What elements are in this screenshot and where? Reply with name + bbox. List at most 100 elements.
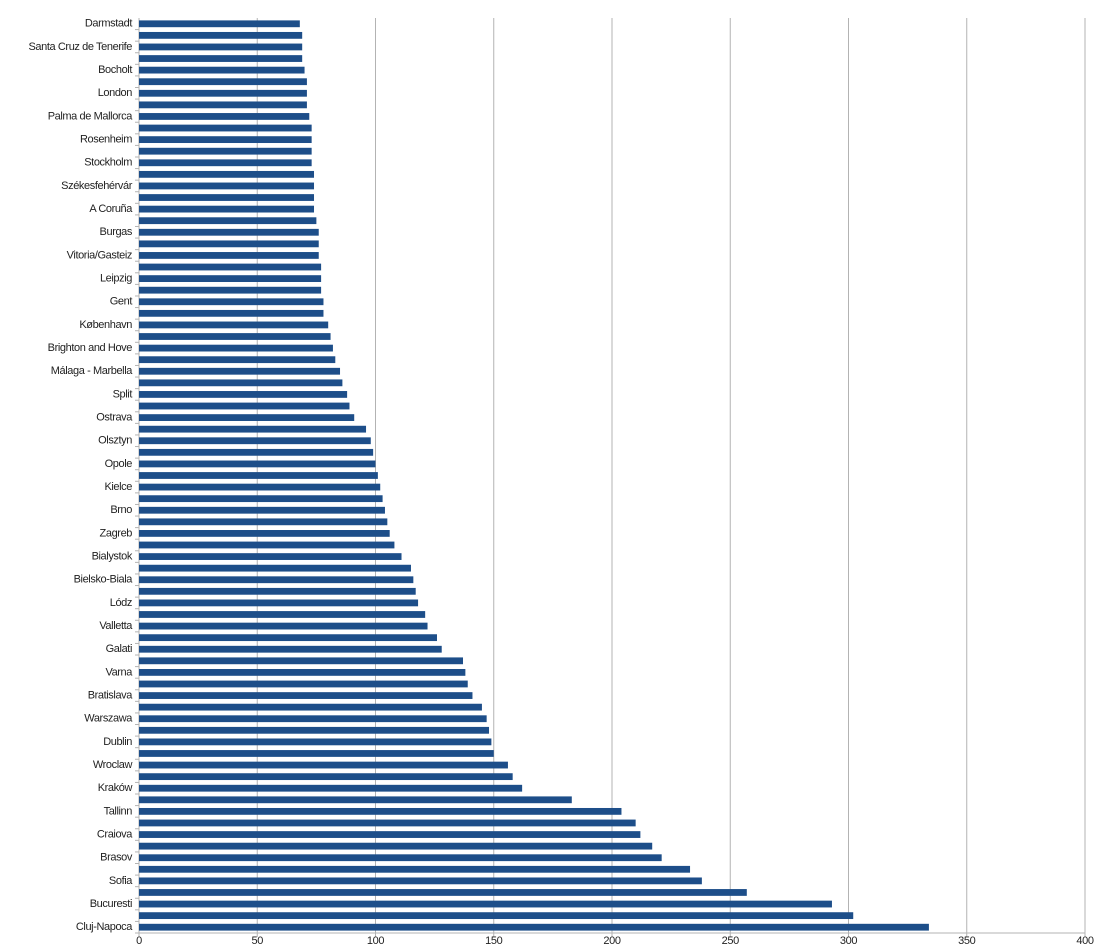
x-tick-label: 200 (603, 935, 620, 946)
y-tick-label: Zagreb (100, 527, 133, 539)
y-tick-label: Split (113, 388, 133, 400)
y-tick-label: Bratislava (88, 689, 134, 701)
bar (139, 344, 333, 352)
bar (139, 553, 402, 560)
bar (139, 750, 494, 757)
bar (139, 321, 329, 329)
y-tick-label: Brno (110, 504, 132, 516)
bar (139, 124, 312, 132)
x-tick-label: 300 (840, 935, 857, 946)
bar (139, 252, 319, 259)
y-tick-label: København (79, 319, 132, 331)
bar (139, 634, 437, 642)
bar (139, 495, 383, 503)
bar (139, 923, 929, 931)
y-tick-label: A Coruña (89, 203, 133, 215)
bar (139, 877, 702, 885)
bar (139, 78, 307, 86)
y-tick-label: Málaga - Marbella (51, 365, 134, 377)
y-tick-label: Santa Cruz de Tenerife (28, 41, 132, 53)
bar (139, 587, 416, 595)
bar (139, 309, 324, 317)
bar (139, 796, 572, 804)
bar (139, 240, 319, 248)
bar (139, 170, 315, 178)
bar (139, 726, 490, 734)
bar (139, 437, 371, 445)
bar (139, 611, 426, 618)
bar (139, 286, 322, 294)
y-tick-label: Sofia (109, 875, 133, 887)
y-tick-label: Burgas (100, 226, 133, 238)
y-tick-label: Kraków (98, 782, 133, 794)
bar (139, 159, 312, 167)
bar (139, 263, 322, 271)
y-tick-label: Stockholm (84, 157, 132, 169)
bar (139, 645, 442, 653)
bar (139, 147, 312, 155)
y-tick-label: Brasov (100, 852, 133, 864)
bar (139, 460, 376, 468)
bar (139, 379, 343, 387)
bar (139, 680, 468, 688)
bar (139, 55, 303, 62)
bar (139, 20, 300, 28)
bar (139, 854, 662, 862)
bar (139, 483, 381, 491)
bar (139, 541, 395, 549)
y-tick-label: Rosenheim (80, 134, 132, 146)
bar (139, 900, 832, 908)
bar (139, 564, 411, 572)
x-tick-label: 100 (367, 935, 384, 946)
y-tick-label: Brighton and Hove (48, 342, 133, 354)
bar (139, 136, 312, 144)
y-tick-label: Valletta (99, 620, 133, 632)
bar (139, 668, 466, 676)
bar (139, 472, 378, 479)
y-tick-label: Opole (105, 458, 133, 470)
y-tick-label: Galati (106, 643, 132, 655)
bar (139, 738, 492, 746)
bar (139, 831, 641, 838)
bar (139, 657, 464, 665)
y-tick-label: Kielce (104, 481, 132, 493)
bar (139, 807, 622, 815)
bar (139, 518, 388, 526)
bar (139, 43, 303, 51)
bar (139, 692, 473, 699)
bar (139, 113, 310, 120)
bar (139, 506, 385, 514)
bar (139, 773, 513, 781)
y-tick-label: Warszawa (84, 713, 133, 725)
bar (139, 414, 355, 421)
x-tick-label: 0 (136, 935, 142, 946)
y-tick-label: Ostrava (96, 411, 133, 423)
bar (139, 298, 324, 306)
y-tick-label: Bielsko-Biala (74, 574, 134, 586)
bar (139, 622, 428, 630)
bar (139, 182, 315, 190)
bar (139, 819, 636, 827)
bar (139, 889, 747, 896)
y-tick-label: Lódz (110, 597, 132, 609)
x-tick-label: 150 (485, 935, 502, 946)
bar (139, 194, 315, 201)
y-tick-label: Gent (110, 296, 133, 308)
y-tick-label: Leipzig (100, 273, 132, 285)
bar (139, 367, 341, 375)
y-tick-label: Wroclaw (93, 759, 133, 771)
x-tick-label: 50 (252, 935, 264, 946)
bar (139, 217, 317, 225)
bar (139, 356, 336, 364)
bar (139, 228, 319, 236)
bar (139, 205, 315, 213)
y-tick-label: Palma de Mallorca (48, 110, 134, 122)
bar (139, 530, 390, 537)
y-tick-label: Tallinn (104, 805, 133, 817)
bar (139, 599, 419, 607)
bar (139, 275, 322, 283)
bar (139, 333, 331, 340)
x-tick-label: 250 (722, 935, 739, 946)
bar (139, 101, 307, 109)
x-tick-label: 400 (1076, 935, 1093, 946)
